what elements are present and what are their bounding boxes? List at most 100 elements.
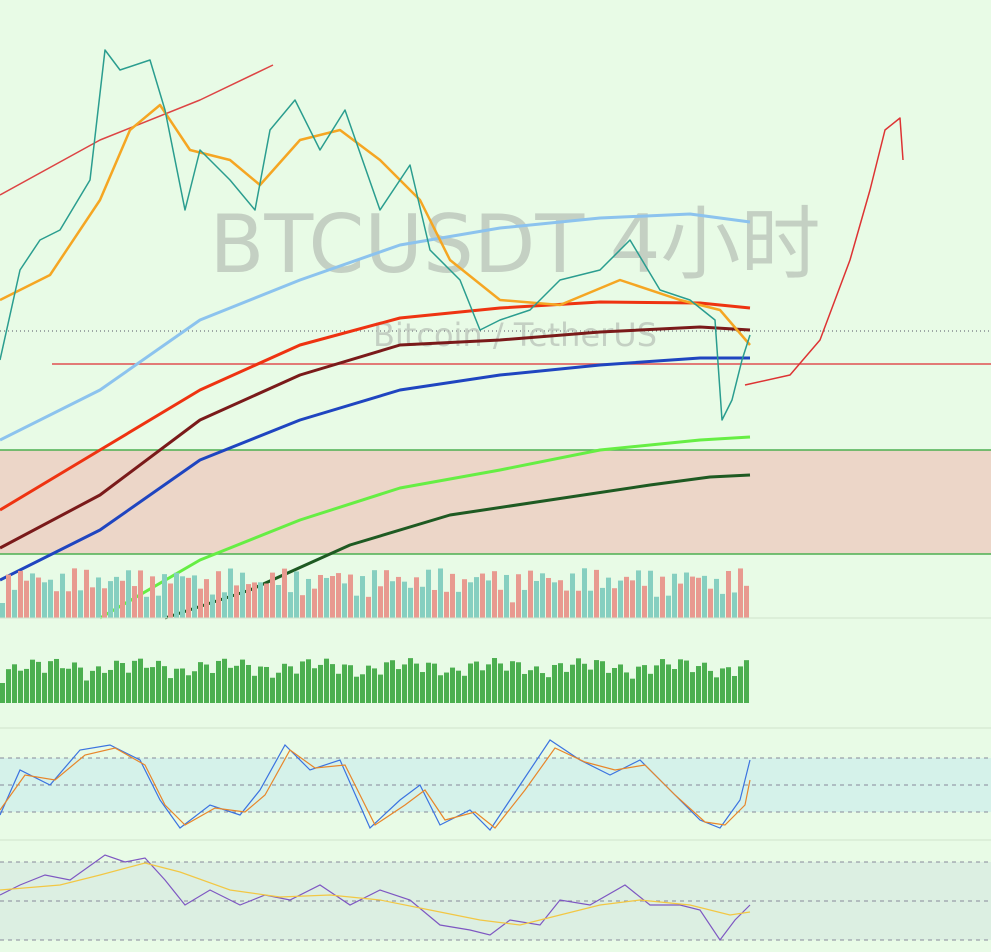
macd-bar — [252, 675, 257, 703]
macd-bar — [456, 670, 461, 703]
macd-bar — [462, 675, 467, 703]
ma-red — [0, 300, 751, 512]
volume-bar — [294, 571, 299, 618]
volume-bar — [66, 591, 71, 618]
macd-bar — [510, 661, 515, 703]
volume-bar — [306, 578, 311, 618]
volume-bar — [522, 589, 527, 618]
macd-bar — [636, 666, 641, 703]
macd-bar — [612, 668, 617, 703]
macd-bar — [360, 674, 365, 703]
volume-bar — [18, 570, 23, 618]
volume-bar — [540, 573, 545, 618]
ma-light-green — [99, 435, 751, 620]
macd-bar — [114, 660, 119, 703]
macd-bar — [492, 658, 497, 703]
ma-light-blue — [0, 212, 751, 442]
volume-bar — [198, 588, 203, 618]
macd-bars — [0, 658, 749, 703]
volume-bar — [252, 582, 257, 618]
volume-bar — [582, 568, 587, 618]
macd-bar — [276, 672, 281, 703]
volume-bar — [504, 574, 509, 618]
volume-bar — [684, 572, 689, 618]
volume-bar — [162, 574, 167, 618]
volume-bar — [702, 575, 707, 618]
macd-bar — [24, 668, 29, 703]
macd-bar — [450, 667, 455, 703]
volume-bar — [576, 590, 581, 618]
volume-bar — [486, 580, 491, 618]
macd-bar — [660, 659, 665, 703]
macd-bar — [354, 676, 359, 703]
volume-bar — [372, 570, 377, 618]
volume-bar — [192, 575, 197, 618]
macd-bar — [624, 672, 629, 703]
macd-bar — [426, 662, 431, 703]
stoch-d — [0, 747, 751, 829]
macd-bar — [372, 668, 377, 703]
macd-bar — [570, 664, 575, 703]
volume-bar — [708, 588, 713, 618]
macd-bar — [708, 670, 713, 703]
macd-bar — [552, 664, 557, 703]
macd-bar — [516, 662, 521, 703]
macd-bar — [390, 660, 395, 703]
macd-bar — [282, 663, 287, 703]
volume-bar — [432, 589, 437, 618]
ma-dark-red — [0, 325, 751, 550]
volume-bar — [354, 595, 359, 618]
macd-bar — [60, 668, 65, 703]
macd-bar — [588, 669, 593, 703]
volume-bar — [246, 584, 251, 618]
macd-bar — [714, 677, 719, 703]
volume-bar — [300, 595, 305, 618]
volume-bar — [114, 576, 119, 618]
macd-bar — [480, 670, 485, 703]
macd-bar — [648, 673, 653, 703]
macd-bar — [234, 665, 239, 703]
volume-bar — [180, 576, 185, 618]
macd-bar — [522, 673, 527, 703]
macd-bar — [654, 665, 659, 703]
macd-bar — [318, 664, 323, 703]
volume-bar — [30, 573, 35, 618]
volume-bar — [12, 589, 17, 618]
volume-bar — [630, 580, 635, 618]
macd-bar — [630, 678, 635, 703]
volume-bar — [672, 573, 677, 618]
volume-bar — [498, 589, 503, 618]
macd-bar — [264, 666, 269, 703]
volume-bar — [336, 573, 341, 618]
volume-bar — [312, 588, 317, 618]
macd-bar — [672, 669, 677, 703]
macd-bar — [414, 663, 419, 703]
macd-bar — [78, 667, 83, 703]
volume-bar — [534, 580, 539, 618]
macd-bar — [186, 675, 191, 703]
macd-bar — [540, 673, 545, 703]
macd-bar — [408, 658, 413, 703]
volume-bar — [276, 585, 281, 618]
macd-bar — [696, 666, 701, 703]
volume-bar — [390, 581, 395, 618]
volume-bar — [612, 588, 617, 618]
macd-bar — [198, 662, 203, 703]
volume-bar — [138, 570, 143, 618]
moving-averages — [0, 49, 904, 620]
macd-bar — [258, 666, 263, 703]
macd-bar — [132, 660, 137, 703]
macd-bar — [42, 672, 47, 703]
price-path — [0, 49, 751, 421]
macd-bar — [486, 664, 491, 703]
macd-bar — [564, 671, 569, 703]
volume-bar — [564, 590, 569, 618]
volume-bar — [318, 574, 323, 618]
macd-bar — [144, 667, 149, 703]
volume-bar — [492, 571, 497, 618]
macd-bar — [204, 664, 209, 703]
macd-bar — [606, 672, 611, 703]
upper-band — [0, 64, 274, 196]
macd-bar — [546, 677, 551, 703]
volume-bar — [150, 576, 155, 618]
